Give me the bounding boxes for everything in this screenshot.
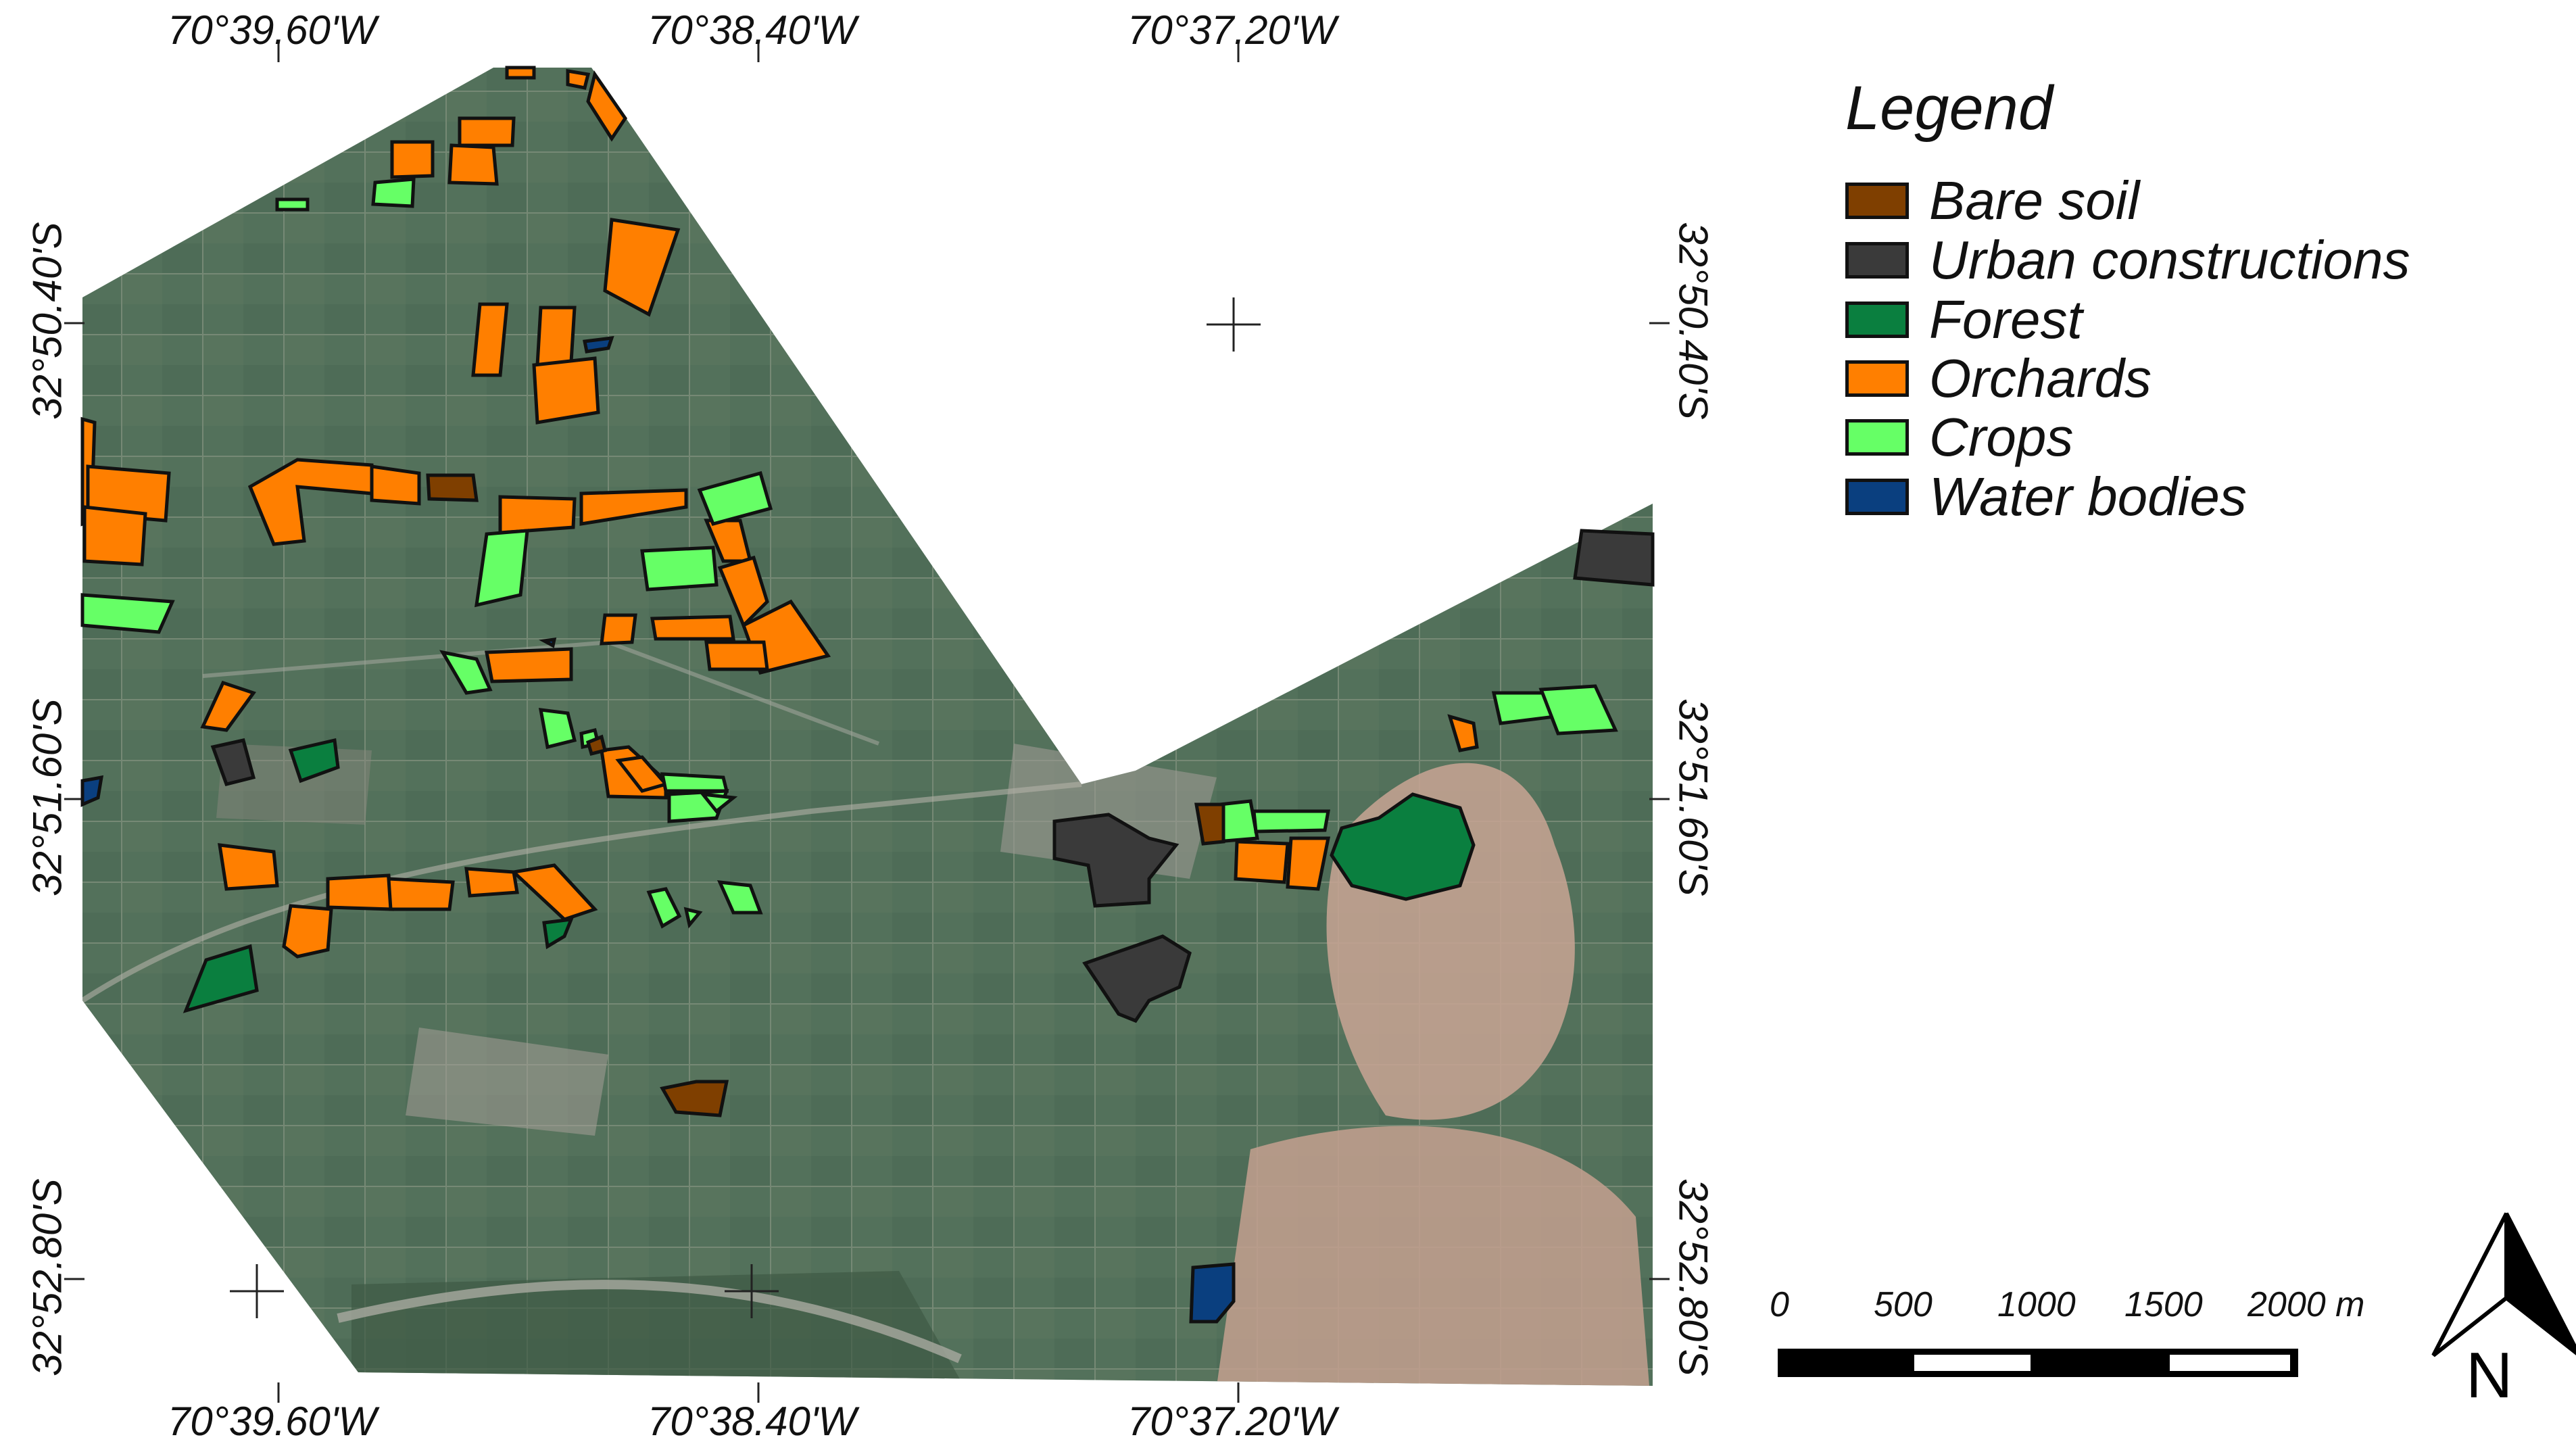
top-lon-label-3: 70°37.20'W: [1127, 7, 1336, 53]
orchards-polygons: [80, 66, 1479, 959]
legend-swatch-bare-soil: [1845, 183, 1909, 219]
north-letter: N: [2466, 1339, 2513, 1412]
legend-swatch-crops: [1845, 419, 1909, 456]
legend-item-urban: Urban constructions: [1845, 230, 2410, 290]
graticule: [64, 42, 1670, 1403]
legend-item-bare-soil: Bare soil: [1845, 170, 2139, 231]
crops-polygons: [80, 177, 1618, 929]
scale-tick-500: 500: [1874, 1285, 1933, 1324]
top-lon-label-2: 70°38.40'W: [648, 7, 856, 53]
urban-polygons: [210, 529, 1655, 1023]
bottom-lon-label-3: 70°37.20'W: [1127, 1399, 1336, 1444]
top-lon-label-1: 70°39.60'W: [168, 7, 376, 53]
left-lat-label-1: 32°50.40'S: [24, 222, 70, 420]
legend-swatch-water: [1845, 479, 1909, 515]
scale-tick-1500: 1500: [2124, 1285, 2203, 1324]
left-lat-label-3: 32°52.80'S: [24, 1178, 70, 1376]
legend-item-water: Water bodies: [1845, 466, 2247, 527]
right-lat-label-3: 32°52.80'S: [1670, 1178, 1716, 1376]
legend-label-crops: Crops: [1929, 407, 2074, 467]
bare-soil-polygons: [426, 473, 1225, 1117]
legend-item-forest: Forest: [1845, 289, 2083, 350]
legend-swatch-forest: [1845, 302, 1909, 338]
scale-tick-1000: 1000: [1997, 1285, 2076, 1324]
north-arrow-icon: [2431, 1212, 2576, 1357]
water-polygons: [80, 336, 1236, 1324]
legend-title: Legend: [1845, 74, 2053, 143]
legend-item-crops: Crops: [1845, 407, 2073, 467]
bottom-lon-label-2: 70°38.40'W: [648, 1399, 856, 1444]
legend-swatch-urban: [1845, 242, 1909, 279]
legend-label-bare-soil: Bare soil: [1929, 170, 2140, 231]
legend-label-water: Water bodies: [1929, 466, 2247, 527]
bottom-lon-label-1: 70°39.60'W: [168, 1399, 376, 1444]
satellite-image: [82, 68, 1653, 1386]
scale-tick-2000: 2000 m: [2247, 1285, 2365, 1324]
legend-label-forest: Forest: [1929, 289, 2083, 350]
scale-tick-0: 0: [1770, 1285, 1789, 1324]
forest-polygons: [183, 738, 1476, 1013]
legend-item-orchards: Orchards: [1845, 348, 2152, 408]
right-lat-label-1: 32°50.40'S: [1670, 222, 1716, 420]
legend-swatch-orchards: [1845, 360, 1909, 397]
left-lat-label-2: 32°51.60'S: [24, 698, 70, 896]
legend-label-orchards: Orchards: [1929, 348, 2152, 408]
legend-label-urban: Urban constructions: [1929, 230, 2410, 290]
right-lat-label-2: 32°51.60'S: [1670, 698, 1716, 896]
scale-bar: [1778, 1349, 2298, 1377]
